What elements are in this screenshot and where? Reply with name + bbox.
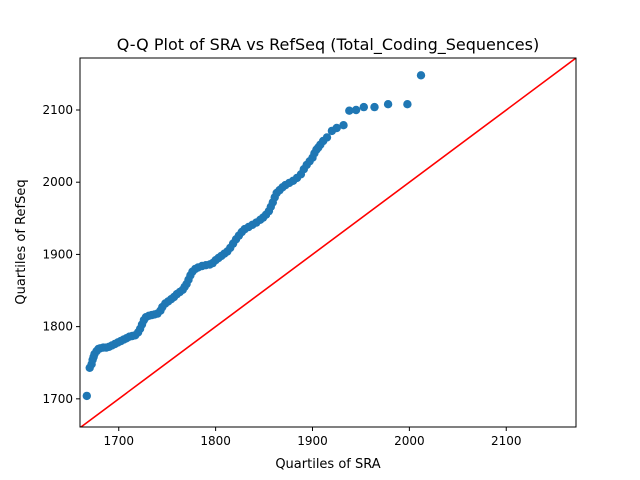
y-tick-label: 2100 bbox=[42, 103, 73, 117]
data-point bbox=[370, 102, 379, 112]
data-point bbox=[82, 391, 92, 401]
data-point bbox=[403, 100, 412, 109]
data-point bbox=[339, 121, 348, 130]
y-axis-label: Quartiles of RefSeq bbox=[14, 179, 29, 304]
data-point bbox=[322, 133, 332, 142]
x-axis: 1700 1800 1900 2000 2100 bbox=[103, 427, 522, 448]
x-tick-label: 1700 bbox=[103, 434, 134, 448]
data-point bbox=[351, 105, 361, 115]
x-tick-label: 2100 bbox=[491, 434, 522, 448]
x-tick-label: 2000 bbox=[394, 434, 425, 448]
data-point bbox=[345, 106, 354, 115]
y-tick-label: 2000 bbox=[42, 175, 73, 189]
data-point bbox=[416, 71, 426, 80]
y-axis: 1700 1800 1900 2000 2100 bbox=[42, 103, 80, 406]
data-point bbox=[383, 100, 393, 109]
plot-frame bbox=[79, 57, 577, 428]
data-point bbox=[332, 123, 341, 133]
chart-title: Q-Q Plot of SRA vs RefSeq (Total_Coding_… bbox=[117, 35, 539, 55]
x-tick-label: 1800 bbox=[200, 434, 231, 448]
reference-line bbox=[80, 58, 576, 427]
data-point bbox=[359, 102, 368, 112]
data-points bbox=[82, 71, 426, 401]
x-axis-label: Quartiles of SRA bbox=[275, 457, 380, 472]
y-tick-label: 1900 bbox=[42, 247, 73, 261]
y-tick-label: 1700 bbox=[42, 392, 73, 406]
x-tick-label: 1900 bbox=[297, 434, 328, 448]
y-tick-label: 1800 bbox=[42, 320, 73, 334]
